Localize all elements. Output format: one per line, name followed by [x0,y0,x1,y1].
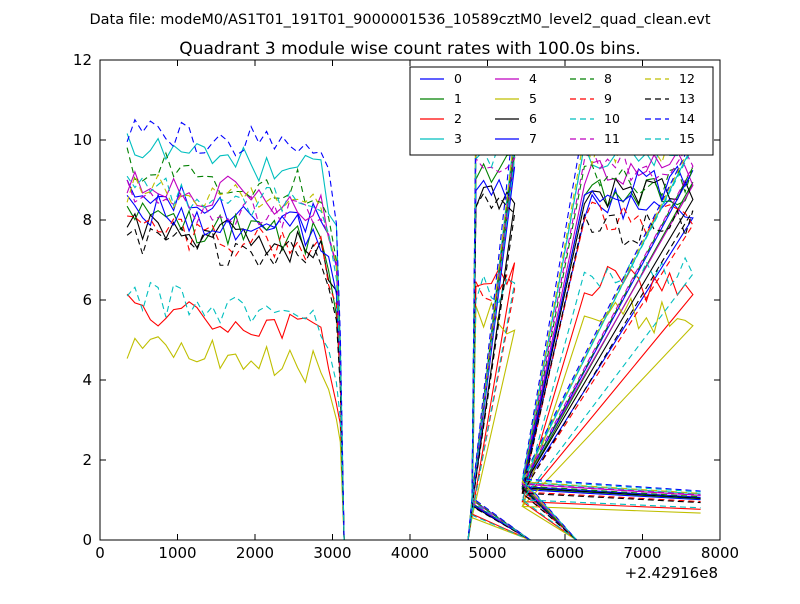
legend-label-3: 3 [454,131,462,146]
y-tick-label: 6 [82,291,92,309]
legend-label-14: 14 [679,111,695,126]
x-tick-label: 4000 [391,544,429,562]
legend-label-9: 9 [604,91,612,106]
legend-label-15: 15 [679,131,695,146]
legend-label-1: 1 [454,91,462,106]
legend-label-2: 2 [454,111,462,126]
y-tick-label: 0 [82,531,92,549]
legend-label-13: 13 [679,91,695,106]
legend-box [409,66,714,156]
y-tick-label: 2 [82,451,92,469]
x-tick-label: 1000 [158,544,196,562]
legend-label-7: 7 [529,131,537,146]
x-tick-label: 2000 [236,544,274,562]
legend-label-10: 10 [604,111,620,126]
figure-suptitle: Data file: modeM0/AS1T01_191T01_90000015… [89,12,710,28]
legend-label-11: 11 [604,131,620,146]
y-tick-label: 4 [82,371,92,389]
y-tick-label: 10 [73,131,92,149]
x-tick-label: 0 [95,544,105,562]
legend-label-4: 4 [529,71,537,86]
x-offset-label: +2.42916e8 [625,564,718,582]
x-tick-label: 8000 [701,544,739,562]
chart-title: Quadrant 3 module wise count rates with … [179,39,640,59]
y-tick-label: 12 [73,51,92,69]
legend-label-12: 12 [679,71,695,86]
x-tick-label: 3000 [313,544,351,562]
y-tick-label: 8 [82,211,92,229]
legend-label-0: 0 [454,71,462,86]
legend-label-8: 8 [604,71,612,86]
legend-label-5: 5 [529,91,537,106]
series-line-11 [126,146,701,541]
x-tick-label: 7000 [623,544,661,562]
series-line-10 [126,256,701,541]
x-tick-label: 6000 [546,544,584,562]
plot-area: 0 1000 2000 3000 4000 5000 6000 7000 80000246810… [73,51,739,562]
x-tick-label: 5000 [468,544,506,562]
legend-label-6: 6 [529,111,537,126]
